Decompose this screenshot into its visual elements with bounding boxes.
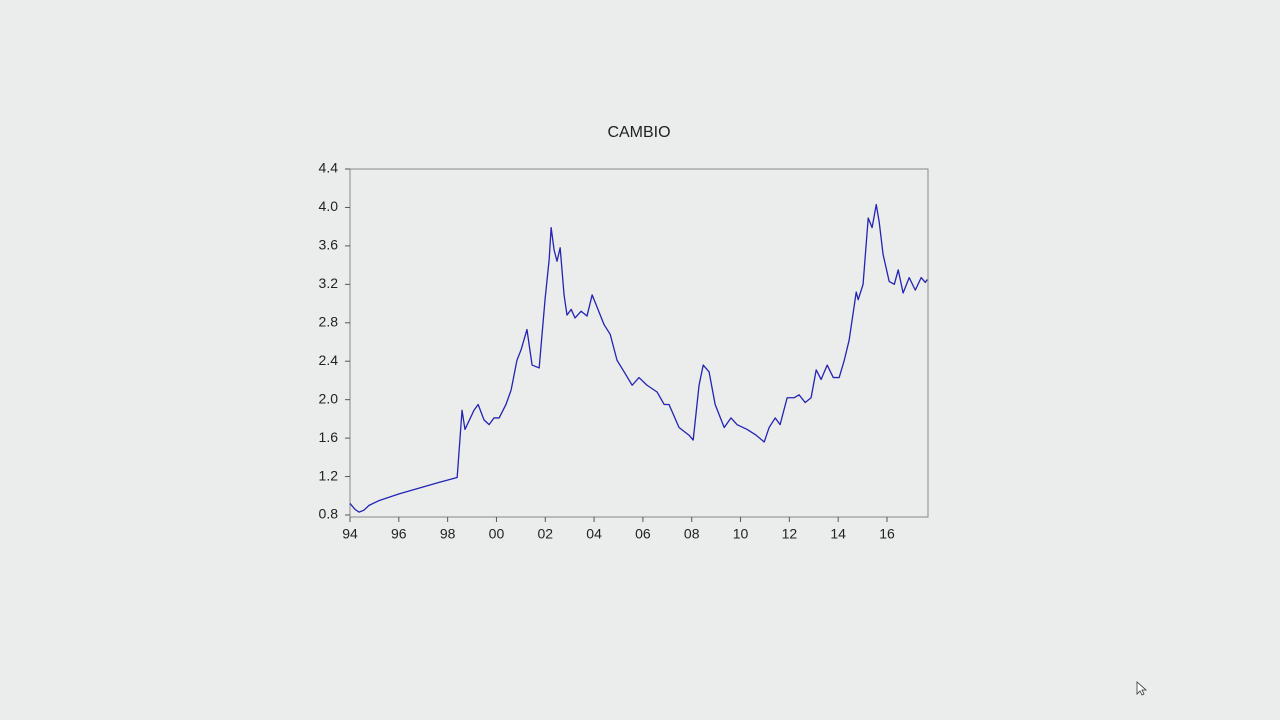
x-tick-label: 08 (684, 526, 700, 542)
y-tick-label: 2.0 (319, 390, 339, 406)
x-tick-label: 00 (489, 526, 505, 542)
x-tick-label: 10 (733, 526, 749, 542)
y-tick-label: 2.8 (319, 313, 339, 329)
x-tick-label: 16 (879, 526, 895, 542)
x-tick-label: 12 (782, 526, 798, 542)
mouse-cursor (1136, 681, 1148, 696)
y-tick-label: 2.4 (319, 352, 339, 368)
chart-title: CAMBIO (607, 124, 670, 141)
x-tick-label: 98 (440, 526, 456, 542)
x-tick-label: 96 (391, 526, 407, 542)
y-tick-label: 0.8 (319, 506, 339, 522)
y-tick-label: 3.6 (319, 237, 339, 253)
x-tick-label: 06 (635, 526, 651, 542)
y-tick-label: 1.2 (319, 467, 339, 483)
x-tick-label: 94 (342, 526, 358, 542)
x-tick-label: 14 (830, 526, 846, 542)
data-line (349, 203, 928, 513)
x-tick-label: 02 (537, 526, 553, 542)
y-tick-label: 4.4 (319, 160, 339, 176)
x-tick-label: 04 (586, 526, 602, 542)
y-tick-label: 4.0 (319, 198, 339, 214)
y-tick-label: 3.2 (319, 275, 339, 291)
y-tick-label: 1.6 (319, 429, 339, 445)
plot-frame (349, 168, 929, 518)
